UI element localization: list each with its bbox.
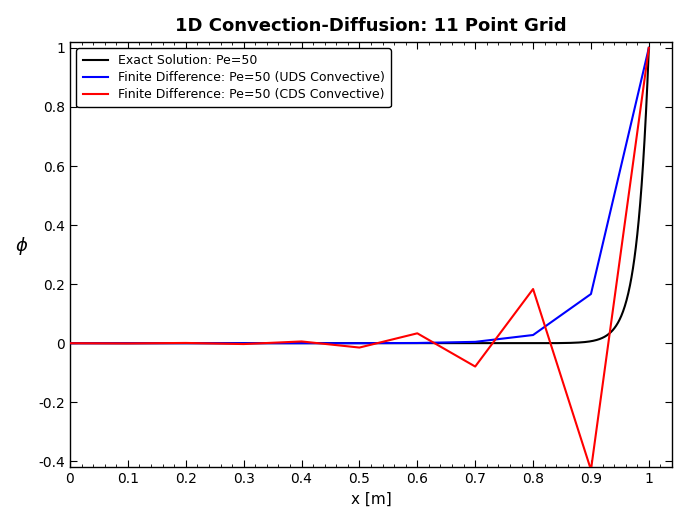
Finite Difference: Pe=50 (CDS Convective): (0.2, 0.000929): Pe=50 (CDS Convective): (0.2, 0.000929) — [181, 340, 190, 346]
Finite Difference: Pe=50 (UDS Convective): (0.4, 2.14e-05): Pe=50 (UDS Convective): (0.4, 2.14e-05) — [298, 340, 306, 346]
Finite Difference: Pe=50 (UDS Convective): (0.3, 3.56e-06): Pe=50 (UDS Convective): (0.3, 3.56e-06) — [239, 340, 248, 346]
Finite Difference: Pe=50 (CDS Convective): (0.4, 0.00599): Pe=50 (CDS Convective): (0.4, 0.00599) — [298, 338, 306, 344]
Exact Solution: Pe=50: (0.97, 0.229): Pe=50: (0.97, 0.229) — [628, 272, 636, 279]
Finite Difference: Pe=50 (UDS Convective): (0.5, 0.000129): Pe=50 (UDS Convective): (0.5, 0.000129) — [355, 340, 363, 346]
Finite Difference: Pe=50 (CDS Convective): (0.1, -0.000697): Pe=50 (CDS Convective): (0.1, -0.000697) — [124, 340, 132, 346]
Line: Finite Difference: Pe=50 (UDS Convective): Finite Difference: Pe=50 (UDS Convective… — [70, 48, 649, 343]
Exact Solution: Pe=50: (0.051, 2.28e-21): Pe=50: (0.051, 2.28e-21) — [95, 340, 104, 346]
Finite Difference: Pe=50 (UDS Convective): (0, 0): Pe=50 (UDS Convective): (0, 0) — [66, 340, 74, 346]
Title: 1D Convection-Diffusion: 11 Point Grid: 1D Convection-Diffusion: 11 Point Grid — [175, 17, 567, 35]
Line: Exact Solution: Pe=50: Exact Solution: Pe=50 — [70, 48, 649, 343]
Finite Difference: Pe=50 (UDS Convective): (0.9, 0.167): Pe=50 (UDS Convective): (0.9, 0.167) — [587, 291, 595, 297]
Finite Difference: Pe=50 (CDS Convective): (0.6, 0.0335): Pe=50 (CDS Convective): (0.6, 0.0335) — [413, 330, 421, 337]
Exact Solution: Pe=50: (0.46, 1.85e-12): Pe=50: (0.46, 1.85e-12) — [332, 340, 340, 346]
Finite Difference: Pe=50 (CDS Convective): (1, 1): Pe=50 (CDS Convective): (1, 1) — [645, 45, 653, 51]
Exact Solution: Pe=50: (0.971, 0.234): Pe=50: (0.971, 0.234) — [628, 271, 636, 277]
Finite Difference: Pe=50 (UDS Convective): (0.2, 5.79e-07): Pe=50 (UDS Convective): (0.2, 5.79e-07) — [181, 340, 190, 346]
Legend: Exact Solution: Pe=50, Finite Difference: Pe=50 (UDS Convective), Finite Differe: Exact Solution: Pe=50, Finite Difference… — [76, 48, 391, 107]
Finite Difference: Pe=50 (UDS Convective): (0.6, 0.000772): Pe=50 (UDS Convective): (0.6, 0.000772) — [413, 340, 421, 346]
Finite Difference: Pe=50 (CDS Convective): (0.3, -0.00287): Pe=50 (CDS Convective): (0.3, -0.00287) — [239, 341, 248, 347]
Exact Solution: Pe=50: (0.787, 2.42e-05): Pe=50: (0.787, 2.42e-05) — [522, 340, 530, 346]
Finite Difference: Pe=50 (CDS Convective): (0.9, -0.429): Pe=50 (CDS Convective): (0.9, -0.429) — [587, 467, 595, 473]
Finite Difference: Pe=50 (CDS Convective): (0.7, -0.0789): Pe=50 (CDS Convective): (0.7, -0.0789) — [471, 363, 480, 370]
Finite Difference: Pe=50 (UDS Convective): (1, 1): Pe=50 (UDS Convective): (1, 1) — [645, 45, 653, 51]
X-axis label: x [m]: x [m] — [351, 492, 391, 507]
Finite Difference: Pe=50 (UDS Convective): (0.8, 0.0278): Pe=50 (UDS Convective): (0.8, 0.0278) — [529, 332, 538, 338]
Exact Solution: Pe=50: (0.486, 6.98e-12): Pe=50: (0.486, 6.98e-12) — [347, 340, 356, 346]
Finite Difference: Pe=50 (CDS Convective): (0, 0): Pe=50 (CDS Convective): (0, 0) — [66, 340, 74, 346]
Exact Solution: Pe=50: (1, 1): Pe=50: (1, 1) — [645, 45, 653, 51]
Finite Difference: Pe=50 (CDS Convective): (0.8, 0.184): Pe=50 (CDS Convective): (0.8, 0.184) — [529, 286, 538, 292]
Finite Difference: Pe=50 (CDS Convective): (0.5, -0.0147): Pe=50 (CDS Convective): (0.5, -0.0147) — [355, 344, 363, 351]
Finite Difference: Pe=50 (UDS Convective): (0.7, 0.00463): Pe=50 (UDS Convective): (0.7, 0.00463) — [471, 339, 480, 345]
Exact Solution: Pe=50: (0, 0): Pe=50: (0, 0) — [66, 340, 74, 346]
Y-axis label: ϕ: ϕ — [16, 237, 28, 255]
Line: Finite Difference: Pe=50 (CDS Convective): Finite Difference: Pe=50 (CDS Convective… — [70, 48, 649, 470]
Finite Difference: Pe=50 (UDS Convective): (0.1, 8.27e-08): Pe=50 (UDS Convective): (0.1, 8.27e-08) — [124, 340, 132, 346]
